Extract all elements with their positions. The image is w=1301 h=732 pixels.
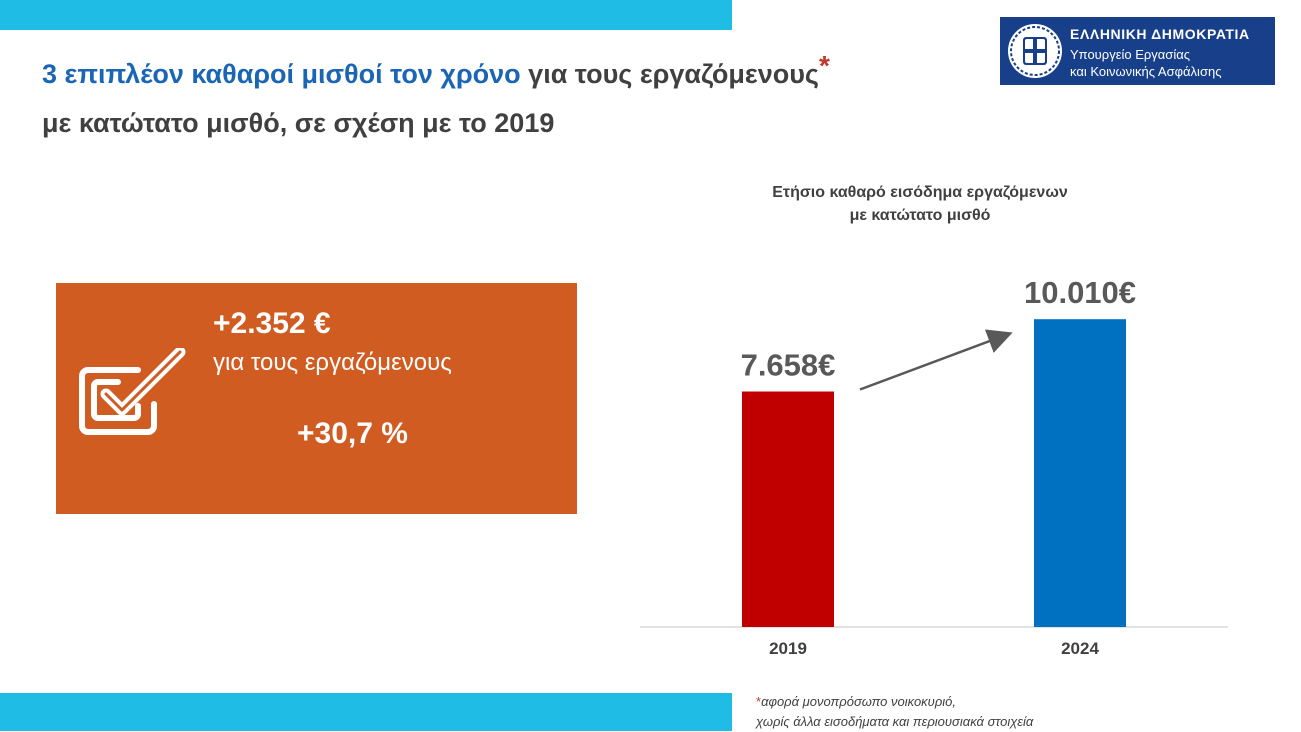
increase-amount: +2.352 € xyxy=(213,307,331,340)
increase-percent: +30,7 % xyxy=(297,417,408,450)
tick-label-2024: 2024 xyxy=(1061,639,1099,658)
income-bar-chart: 7.658€ 2019 10.010€ 2024 xyxy=(640,275,1228,658)
bar-2024 xyxy=(1034,319,1126,627)
data-label-2019: 7.658€ xyxy=(741,348,836,383)
footnote-text-2: χωρίς άλλα εισοδήματα και περιουσιακά στ… xyxy=(756,714,1034,729)
logo-line-2: Υπουργείο Εργασίας xyxy=(1070,47,1190,62)
title-asterisk: * xyxy=(818,50,830,81)
logo-line-1: ΕΛΛΗΝΙΚΗ ΔΗΜΟΚΡΑΤΙΑ xyxy=(1070,26,1250,42)
increase-subtitle: για τους εργαζόμενους xyxy=(213,349,452,376)
chart-title-line-1: Ετήσιο καθαρό εισόδημα εργαζόμενων xyxy=(772,184,1068,201)
title-highlight: 3 επιπλέον καθαροί μισθοί τον χρόνο xyxy=(42,59,521,89)
tick-label-2019: 2019 xyxy=(769,639,807,658)
footnote-text-1: αφορά μονοπρόσωπο νοικοκυριό, xyxy=(761,694,956,709)
logo-line-3: και Κοινωνικής Ασφάλισης xyxy=(1070,64,1222,79)
greek-emblem-icon xyxy=(1008,24,1062,78)
chart-title: Ετήσιο καθαρό εισόδημα εργαζόμενων με κα… xyxy=(740,181,1100,227)
growth-arrow xyxy=(859,329,1013,391)
highlight-card: +2.352 € για τους εργαζόμενους +30,7 % xyxy=(56,283,577,514)
footnote-asterisk: * xyxy=(756,694,762,709)
checklist-check-icon xyxy=(79,348,186,435)
footnote: *αφορά μονοπρόσωπο νοικοκυριό, χωρίς άλλ… xyxy=(756,692,1033,732)
page-title: 3 επιπλέον καθαροί μισθοί τον χρόνο για … xyxy=(42,50,830,90)
ministry-logo: ΕΛΛΗΝΙΚΗ ΔΗΜΟΚΡΑΤΙΑ Υπουργείο Εργασίας κ… xyxy=(1000,17,1275,85)
top-accent-band xyxy=(0,0,732,30)
footnote-line-1: *αφορά μονοπρόσωπο νοικοκυριό, xyxy=(756,692,1033,712)
page-subtitle: με κατώτατο μισθό, σε σχέση με το 2019 xyxy=(42,108,555,138)
bar-2019 xyxy=(742,391,834,627)
title-rest: για τους εργαζόμενους xyxy=(520,59,819,89)
data-label-2024: 10.010€ xyxy=(1024,275,1136,310)
chart-title-line-2: με κατώτατο μισθό xyxy=(849,207,991,224)
bottom-accent-band xyxy=(0,693,732,731)
